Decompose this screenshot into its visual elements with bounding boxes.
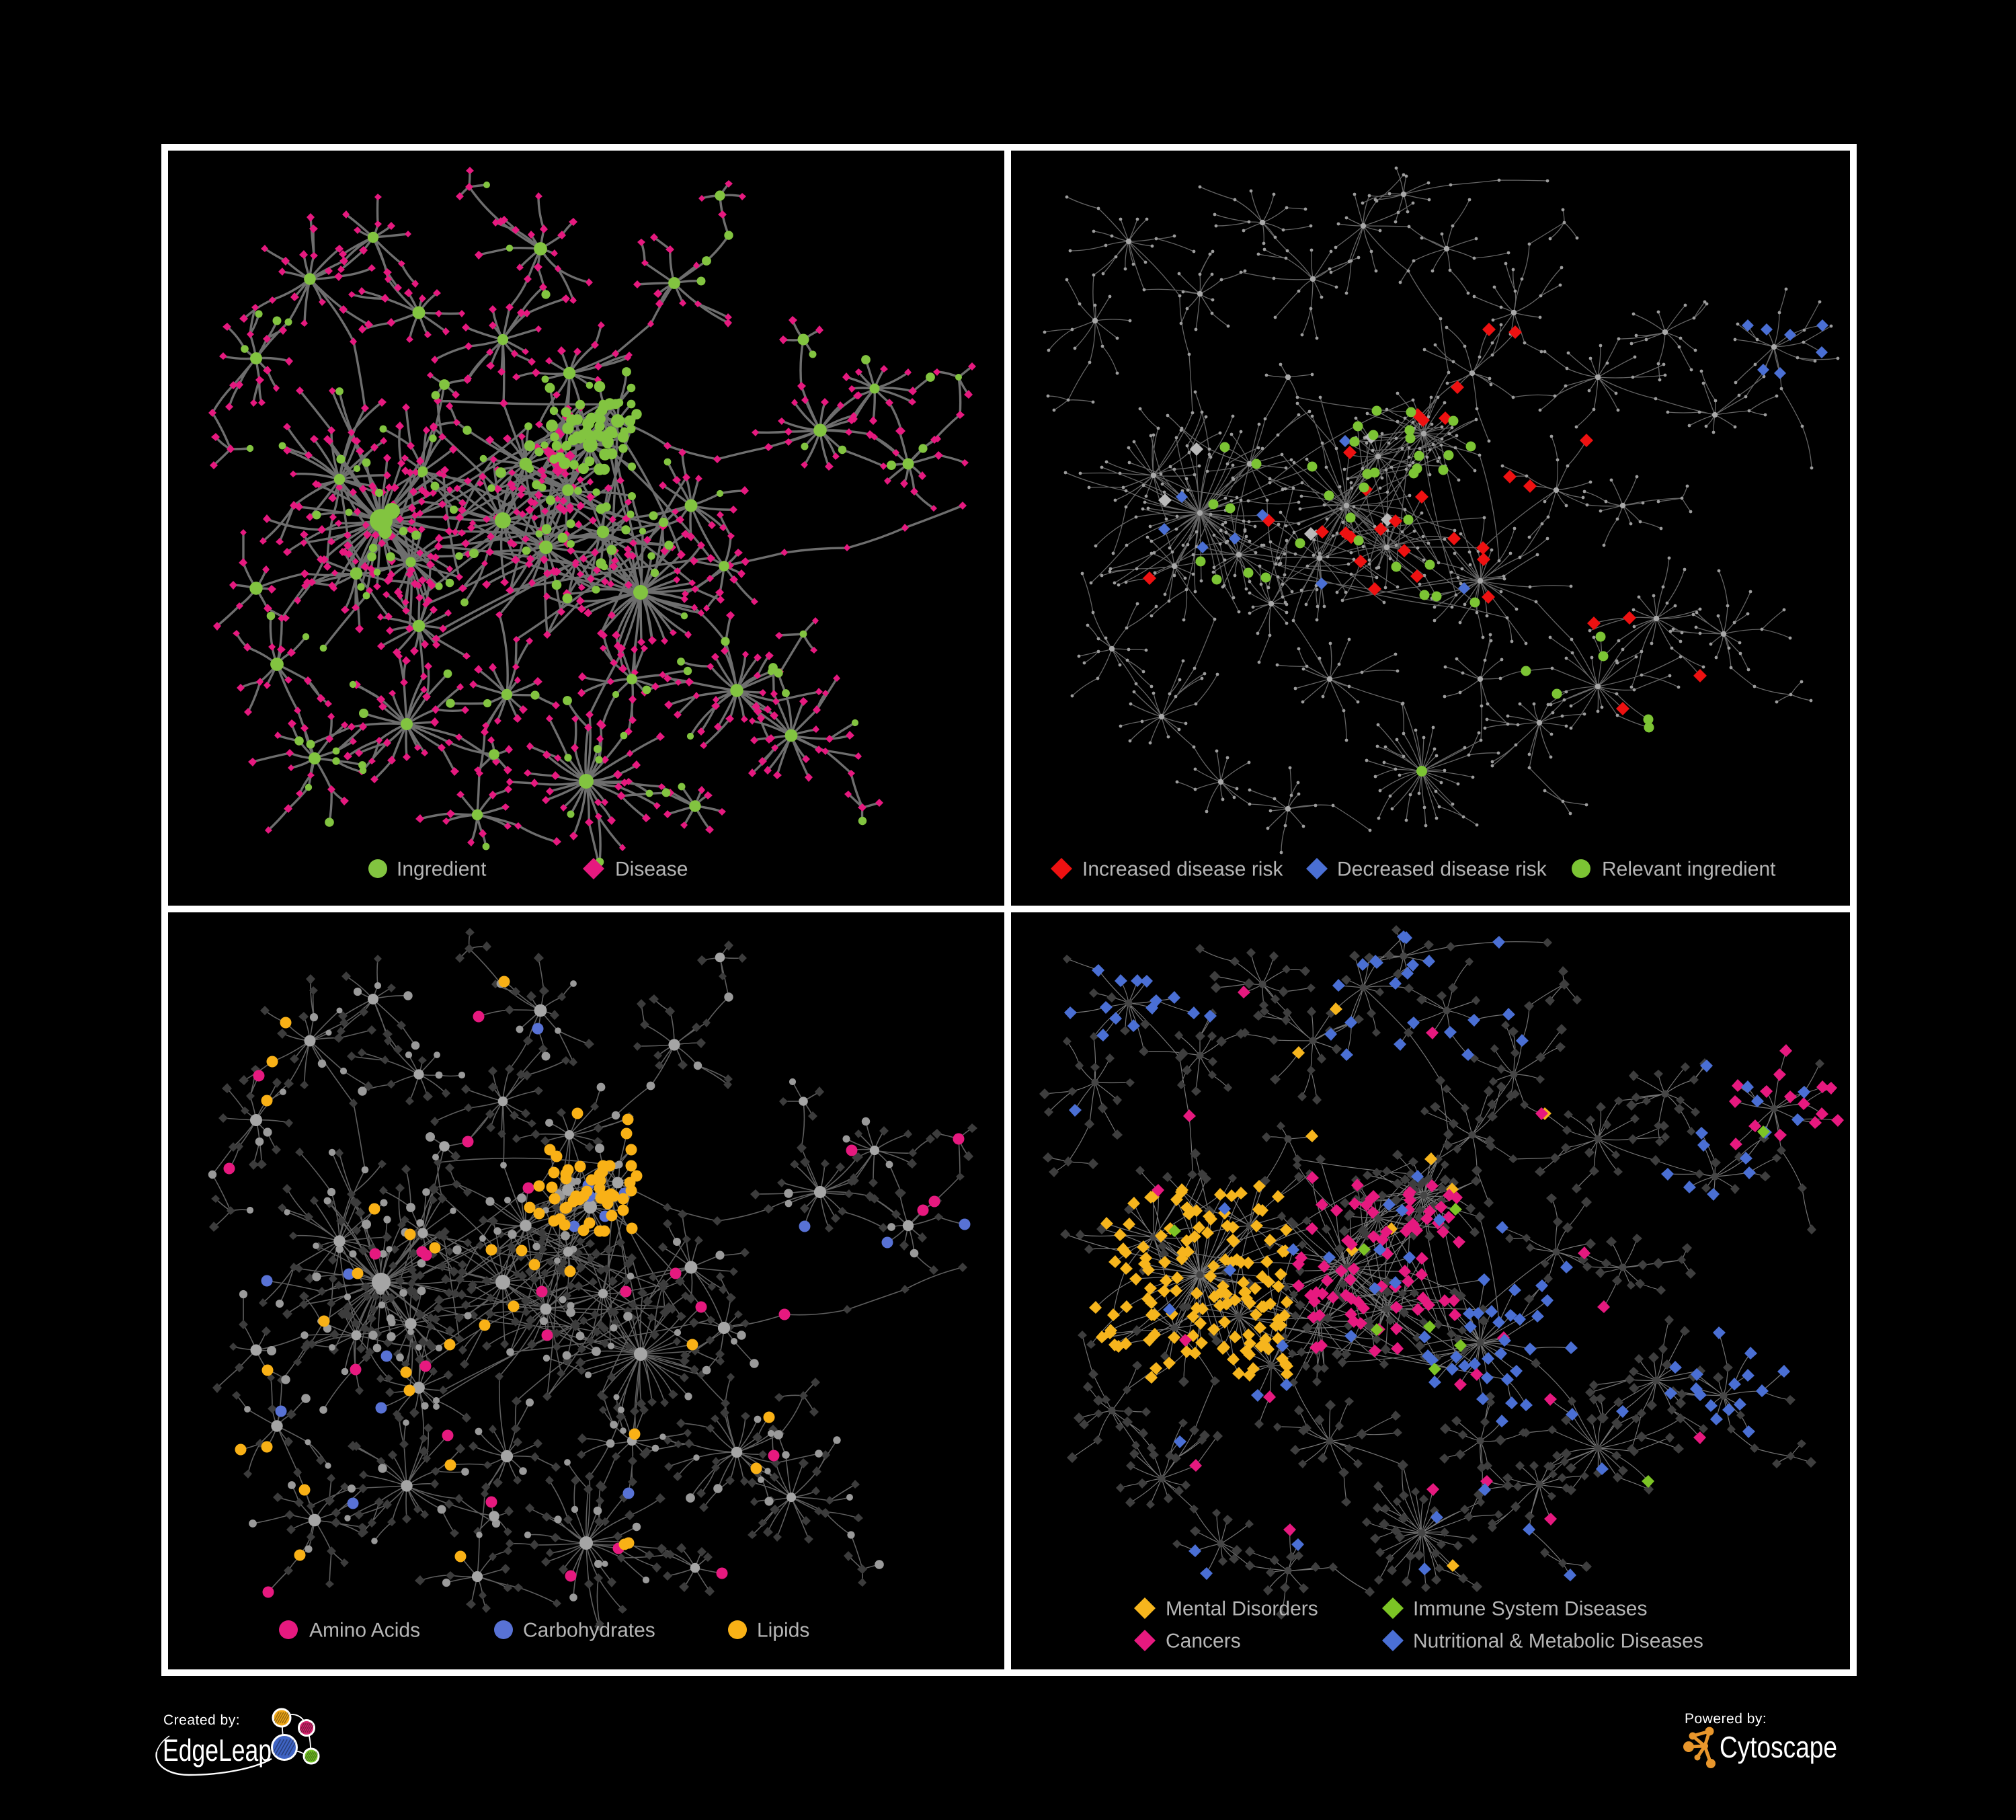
svg-text:Carbohydrates: Carbohydrates: [523, 1620, 655, 1642]
svg-text:Increased disease risk: Increased disease risk: [1082, 859, 1283, 881]
svg-text:Decreased disease risk: Decreased disease risk: [1337, 859, 1547, 881]
svg-text:Lipids: Lipids: [757, 1620, 809, 1642]
svg-text:Ingredient: Ingredient: [397, 859, 487, 881]
svg-text:Mental Disorders: Mental Disorders: [1166, 1598, 1318, 1620]
svg-text:EdgeLeap: EdgeLeap: [163, 1733, 272, 1768]
svg-text:Cytoscape: Cytoscape: [1720, 1730, 1837, 1764]
svg-text:Immune System Diseases: Immune System Diseases: [1413, 1598, 1647, 1620]
svg-text:Disease: Disease: [615, 859, 688, 881]
svg-text:Amino Acids: Amino Acids: [309, 1620, 420, 1642]
svg-text:Relevant ingredient: Relevant ingredient: [1602, 859, 1776, 881]
svg-text:Cancers: Cancers: [1166, 1630, 1241, 1653]
svg-text:Powered by:: Powered by:: [1685, 1711, 1767, 1727]
svg-text:Created by:: Created by:: [163, 1712, 240, 1728]
svg-text:Nutritional & Metabolic Diseas: Nutritional & Metabolic Diseases: [1413, 1630, 1703, 1653]
